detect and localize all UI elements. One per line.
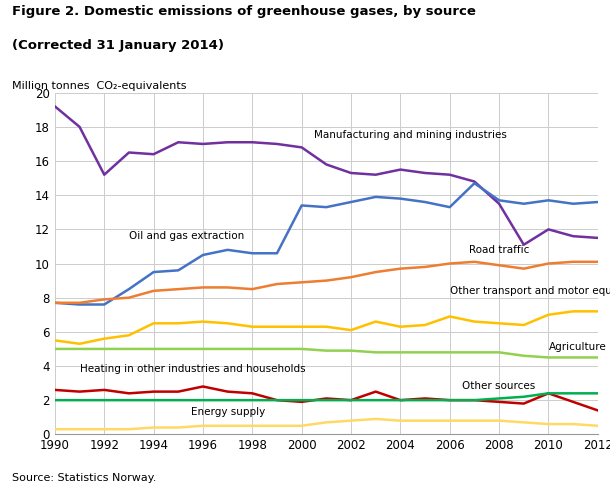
Text: Oil and gas extraction: Oil and gas extraction	[129, 231, 244, 241]
Text: Other sources: Other sources	[462, 381, 536, 390]
Text: Heating in other industries and households: Heating in other industries and househol…	[79, 364, 305, 373]
Text: Road traffic: Road traffic	[470, 245, 530, 255]
Text: Figure 2. Domestic emissions of greenhouse gases, by source: Figure 2. Domestic emissions of greenhou…	[12, 5, 476, 18]
Text: Energy supply: Energy supply	[190, 407, 265, 417]
Text: Agriculture: Agriculture	[548, 342, 606, 352]
Text: Other transport and motor equipment: Other transport and motor equipment	[450, 286, 610, 296]
Text: (Corrected 31 January 2014): (Corrected 31 January 2014)	[12, 39, 224, 52]
Text: Million tonnes  CO₂-equivalents: Million tonnes CO₂-equivalents	[12, 81, 187, 90]
Text: Source: Statistics Norway.: Source: Statistics Norway.	[12, 473, 157, 483]
Text: Manufacturing and mining industries: Manufacturing and mining industries	[314, 130, 507, 141]
